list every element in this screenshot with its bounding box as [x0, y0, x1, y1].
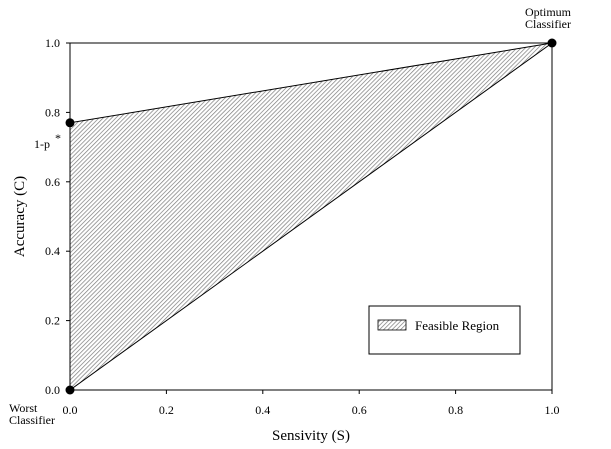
- x-tick-label: 0.6: [352, 403, 367, 417]
- point-marker: [65, 118, 75, 128]
- y-tick-label: 0.6: [45, 175, 60, 189]
- x-tick-label: 0.0: [63, 403, 78, 417]
- legend-swatch: [377, 319, 407, 331]
- point-label: 1-p: [34, 137, 50, 151]
- y-tick-label: 1.0: [45, 36, 60, 50]
- point-marker: [547, 38, 557, 48]
- plot-frame: [69, 42, 553, 391]
- x-tick-label: 0.2: [159, 403, 174, 417]
- x-tick-label: 0.4: [255, 403, 270, 417]
- point-label-line: Classifier: [525, 17, 571, 31]
- y-axis-ticks: 0.0 0.2 0.4 0.6 0.8 1.0: [45, 36, 70, 397]
- x-axis-ticks: 0.0 0.2 0.4 0.6 0.8 1.0: [63, 390, 560, 417]
- legend: Feasible Region: [368, 305, 521, 355]
- y-tick-label: 0.4: [45, 244, 60, 258]
- y-axis-title: Accuracy (C): [12, 176, 28, 257]
- x-axis-title: Sensivity (S): [272, 428, 350, 444]
- point-label-line: Optimum: [525, 5, 572, 19]
- point-marker: [65, 385, 75, 395]
- y-tick-label: 0.2: [45, 314, 60, 328]
- point-label-line: Classifier: [9, 413, 55, 427]
- x-tick-label: 1.0: [545, 403, 560, 417]
- point-label-superscript: *: [55, 131, 61, 145]
- plot-area: [69, 42, 553, 391]
- y-tick-label: 0.0: [45, 383, 60, 397]
- legend-entry-feasible-region: Feasible Region: [415, 318, 500, 333]
- x-tick-label: 0.8: [448, 403, 463, 417]
- point-label-line: Worst: [9, 401, 38, 415]
- y-tick-label: 0.8: [45, 105, 60, 119]
